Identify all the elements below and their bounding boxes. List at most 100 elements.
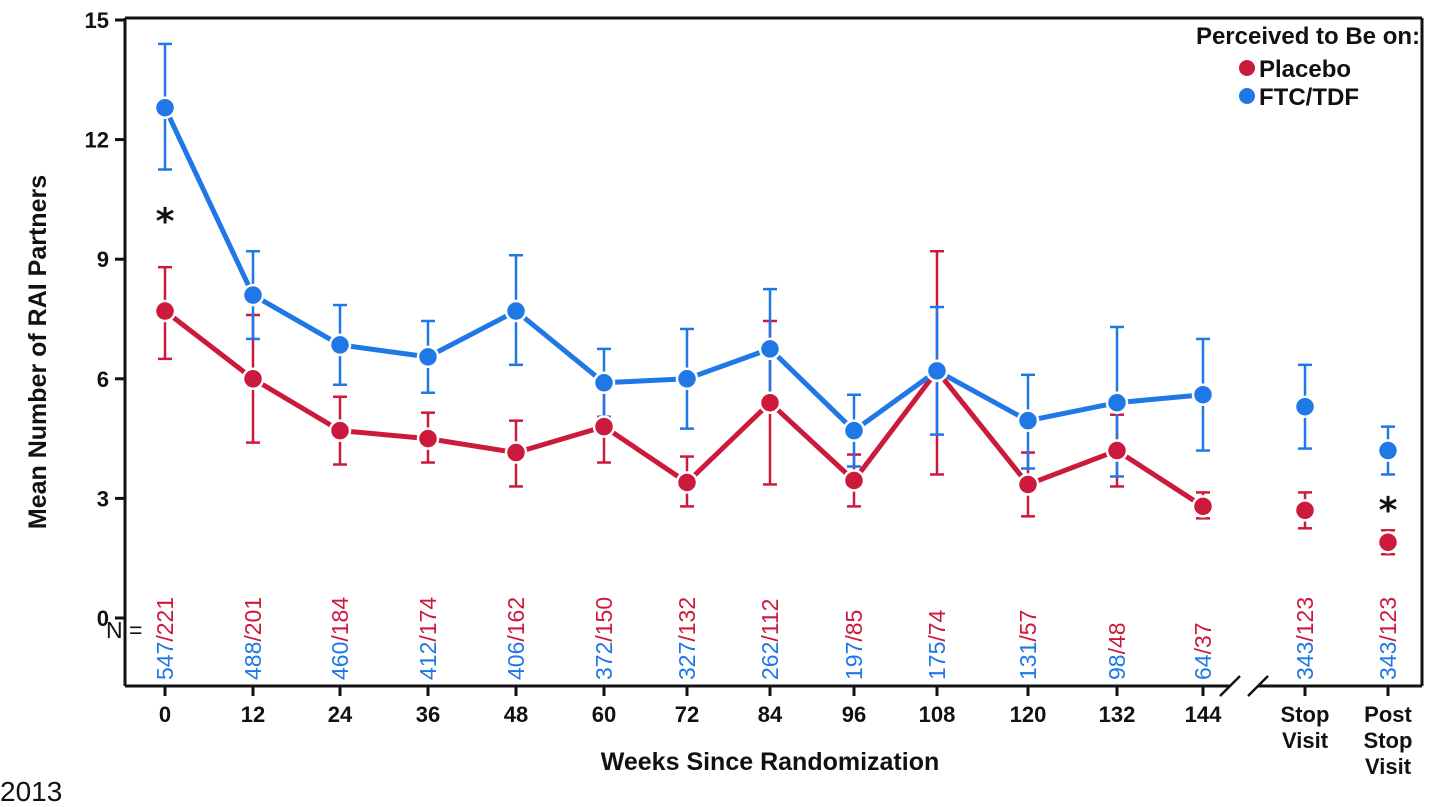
n-count-label: 175/74 xyxy=(924,609,950,680)
n-count-label: 412/174 xyxy=(415,597,441,680)
y-tick-label: 3 xyxy=(97,486,109,511)
n-count-placebo: 150 xyxy=(591,597,617,635)
n-count-separator: / xyxy=(757,635,783,642)
plot-frame xyxy=(115,16,1424,697)
data-point xyxy=(758,337,782,361)
n-count-placebo: 48 xyxy=(1104,622,1130,648)
x-axis-title: Weeks Since Randomization xyxy=(601,748,940,776)
n-count-label: 327/132 xyxy=(674,597,700,680)
x-tick-label: 48 xyxy=(504,702,528,727)
data-point xyxy=(1376,531,1400,554)
n-count-ftc: 262 xyxy=(757,642,783,680)
error-bars xyxy=(158,42,1395,556)
n-count-label: 131/57 xyxy=(1015,610,1041,680)
data-point xyxy=(416,345,440,369)
n-count-placebo: 112 xyxy=(757,599,783,636)
x-tick-label: 84 xyxy=(758,702,783,727)
x-tick-label: Visit xyxy=(1282,728,1329,753)
data-point xyxy=(1376,439,1400,462)
n-count-label: 343/123 xyxy=(1375,597,1401,680)
n-count-separator: / xyxy=(1190,647,1216,654)
n-count-separator: / xyxy=(841,635,867,642)
n-count-placebo: 37 xyxy=(1190,622,1216,648)
n-count-label: 488/201 xyxy=(240,597,266,680)
x-tick-label: 144 xyxy=(1185,702,1222,727)
data-point xyxy=(153,96,177,119)
n-count-separator: / xyxy=(327,635,353,642)
x-tick-label: 12 xyxy=(241,702,265,727)
n-count-label: 406/162 xyxy=(503,597,529,680)
data-point xyxy=(504,441,528,464)
x-tick-label: 72 xyxy=(675,702,699,727)
n-count-ftc: 547 xyxy=(152,642,178,680)
legend-title: Perceived to Be on: xyxy=(1196,23,1420,50)
x-tick-label: 132 xyxy=(1099,702,1136,727)
n-count-placebo: 57 xyxy=(1015,610,1041,636)
n-count-placebo: 221 xyxy=(152,597,178,635)
n-count-separator: / xyxy=(591,635,617,642)
n-count-placebo: 123 xyxy=(1375,597,1401,635)
n-count-placebo: 174 xyxy=(415,597,441,636)
n-count-placebo: 123 xyxy=(1292,597,1318,635)
data-point xyxy=(925,359,949,383)
x-tick-label: 24 xyxy=(328,702,353,727)
data-point xyxy=(592,371,616,395)
n-count-label: 547/221 xyxy=(152,597,178,680)
data-point xyxy=(1016,409,1040,432)
x-tick-label: 0 xyxy=(159,702,171,727)
y-tick-label: 6 xyxy=(97,367,109,392)
data-point xyxy=(1105,439,1129,462)
n-prefix: N = xyxy=(106,617,142,643)
axis-break-mark xyxy=(1219,675,1241,697)
data-point xyxy=(758,391,782,414)
n-count-placebo: 201 xyxy=(240,597,266,635)
n-count-ftc: 412 xyxy=(415,642,441,680)
n-count-ftc: 488 xyxy=(240,642,266,680)
data-point xyxy=(675,367,699,391)
footnote: 2013 xyxy=(0,776,63,807)
data-point xyxy=(241,367,265,391)
x-tick-label: Visit xyxy=(1365,754,1412,779)
n-count-label: 64/37 xyxy=(1190,622,1216,680)
legend-label-ftc-tdf: FTC/TDF xyxy=(1259,84,1359,111)
n-count-placebo: 85 xyxy=(841,610,867,636)
n-count-ftc: 460 xyxy=(327,642,353,680)
n-count-label: 262/112 xyxy=(757,599,783,680)
n-count-ftc: 175 xyxy=(924,642,950,680)
n-count-separator: / xyxy=(503,635,529,642)
y-axis-title: Mean Number of RAI Partners xyxy=(24,175,52,529)
data-point xyxy=(675,471,699,494)
x-tick-label: Stop xyxy=(1364,728,1413,753)
x-tick-label: 120 xyxy=(1010,702,1047,727)
data-point xyxy=(504,299,528,323)
data-point xyxy=(842,419,866,442)
legend-label-placebo: Placebo xyxy=(1259,56,1351,83)
series-points xyxy=(153,96,1400,554)
n-count-placebo: 74 xyxy=(924,609,950,635)
data-point xyxy=(1191,495,1215,518)
n-count-separator: / xyxy=(1015,635,1041,642)
n-count-label: 197/85 xyxy=(841,610,867,680)
n-count-ftc: 343 xyxy=(1292,642,1318,680)
y-tick-label: 12 xyxy=(85,128,109,153)
data-point xyxy=(328,419,352,442)
sample-size-row: N =547/221488/201460/184412/174406/16237… xyxy=(106,597,1401,680)
n-count-ftc: 372 xyxy=(591,642,617,680)
data-point xyxy=(842,469,866,492)
y-tick-label: 9 xyxy=(97,247,109,272)
data-point xyxy=(241,283,265,307)
n-count-ftc: 131 xyxy=(1015,642,1041,680)
n-count-label: 343/123 xyxy=(1292,597,1318,680)
data-point xyxy=(1293,395,1317,418)
n-count-placebo: 132 xyxy=(674,597,700,635)
x-tick-label: Stop xyxy=(1281,702,1330,727)
x-tick-label: Post xyxy=(1364,702,1412,727)
data-point xyxy=(1191,383,1215,406)
n-count-label: 372/150 xyxy=(591,597,617,680)
n-count-ftc: 343 xyxy=(1375,642,1401,680)
legend-marker-placebo xyxy=(1239,60,1255,76)
series-lines xyxy=(162,106,1205,509)
legend-marker-ftc-tdf xyxy=(1239,88,1255,104)
n-count-separator: / xyxy=(1375,635,1401,642)
